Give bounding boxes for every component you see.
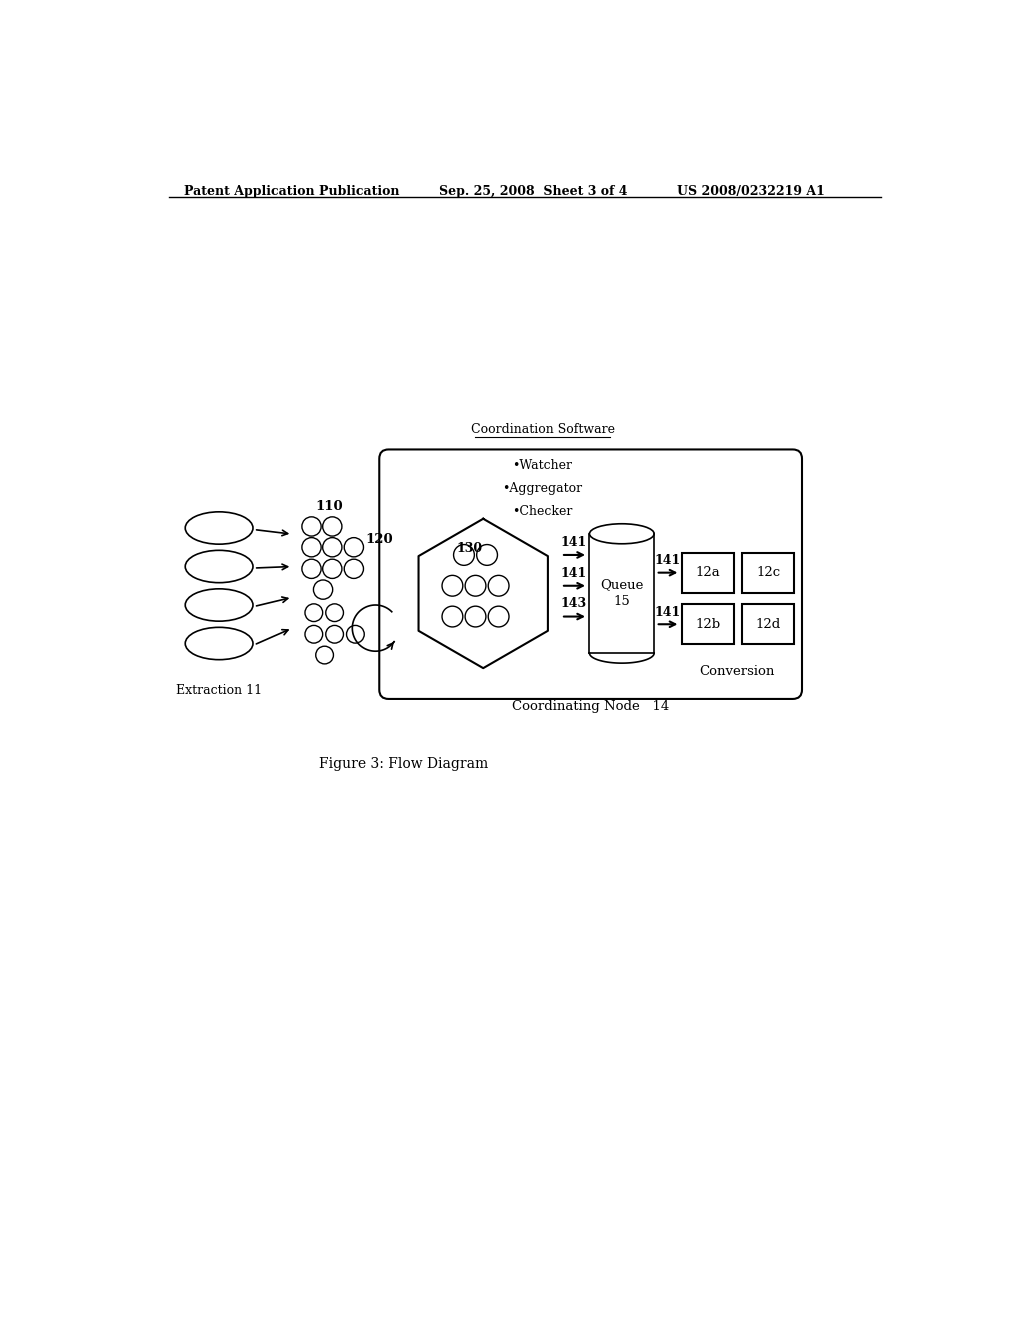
Circle shape [465,606,486,627]
Polygon shape [419,519,548,668]
Circle shape [302,560,322,578]
Text: Extraction 11: Extraction 11 [176,684,262,697]
Circle shape [344,537,364,557]
Text: 141: 141 [655,554,681,568]
Ellipse shape [185,589,253,622]
Circle shape [315,647,334,664]
Circle shape [313,579,333,599]
Circle shape [454,545,474,565]
Text: •Checker: •Checker [512,506,572,517]
Text: 120: 120 [366,533,393,546]
Text: Queue
15: Queue 15 [600,578,643,609]
Circle shape [305,626,323,643]
Circle shape [442,606,463,627]
Text: 12b: 12b [695,618,721,631]
Text: 141: 141 [655,606,681,619]
Circle shape [442,576,463,597]
Circle shape [344,560,364,578]
Circle shape [488,576,509,597]
Text: 130: 130 [457,543,482,556]
Circle shape [326,603,343,622]
Circle shape [346,626,365,643]
Circle shape [323,560,342,578]
Text: Sep. 25, 2008  Sheet 3 of 4: Sep. 25, 2008 Sheet 3 of 4 [438,185,627,198]
Text: 12d: 12d [756,618,780,631]
Text: Conversion: Conversion [699,665,775,678]
Text: 12c: 12c [756,566,780,579]
Circle shape [488,606,509,627]
Text: 12a: 12a [695,566,721,579]
Text: •Watcher: •Watcher [512,459,572,471]
Text: Coordination Software: Coordination Software [470,422,614,436]
Ellipse shape [185,550,253,582]
Circle shape [326,626,343,643]
Circle shape [465,576,486,597]
Circle shape [323,537,342,557]
Bar [742,605,795,644]
Circle shape [477,545,498,565]
Circle shape [302,537,322,557]
Ellipse shape [590,524,654,544]
Circle shape [323,517,342,536]
Ellipse shape [185,512,253,544]
Text: Patent Application Publication: Patent Application Publication [184,185,400,198]
Bar [590,533,654,653]
Ellipse shape [185,627,253,660]
Text: •Aggregator: •Aggregator [503,482,583,495]
Bar [682,553,734,593]
Bar [682,605,734,644]
Text: Figure 3: Flow Diagram: Figure 3: Flow Diagram [319,758,488,771]
Circle shape [302,517,322,536]
Text: US 2008/0232219 A1: US 2008/0232219 A1 [677,185,825,198]
Text: Coordinating Node   14: Coordinating Node 14 [512,700,669,713]
Text: 143: 143 [560,598,587,610]
Text: 110: 110 [315,499,343,512]
Text: 141: 141 [560,566,587,579]
Bar [742,553,795,593]
Text: 141: 141 [560,536,587,549]
Circle shape [305,603,323,622]
